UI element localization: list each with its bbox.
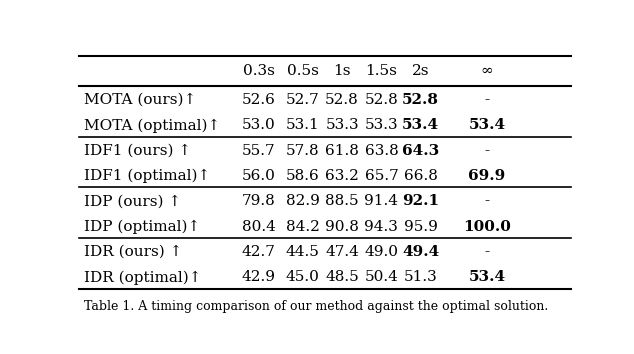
Text: 51.3: 51.3 bbox=[404, 270, 437, 285]
Text: 88.5: 88.5 bbox=[325, 194, 359, 209]
Text: ∞: ∞ bbox=[481, 64, 493, 78]
Text: -: - bbox=[484, 144, 489, 158]
Text: 56.0: 56.0 bbox=[242, 169, 276, 183]
Text: 0.3s: 0.3s bbox=[243, 64, 275, 78]
Text: 1s: 1s bbox=[333, 64, 351, 78]
Text: 69.9: 69.9 bbox=[469, 169, 506, 183]
Text: 100.0: 100.0 bbox=[463, 220, 511, 234]
Text: 48.5: 48.5 bbox=[325, 270, 359, 285]
Text: 52.8: 52.8 bbox=[402, 93, 439, 107]
Text: 90.8: 90.8 bbox=[325, 220, 359, 234]
Text: 84.2: 84.2 bbox=[286, 220, 320, 234]
Text: 66.8: 66.8 bbox=[404, 169, 437, 183]
Text: 52.8: 52.8 bbox=[365, 93, 398, 107]
Text: 92.1: 92.1 bbox=[402, 194, 439, 209]
Text: 63.8: 63.8 bbox=[365, 144, 398, 158]
Text: -: - bbox=[484, 194, 489, 209]
Text: 49.0: 49.0 bbox=[365, 245, 398, 259]
Text: 1.5s: 1.5s bbox=[365, 64, 398, 78]
Text: 47.4: 47.4 bbox=[325, 245, 359, 259]
Text: 65.7: 65.7 bbox=[365, 169, 398, 183]
Text: 53.1: 53.1 bbox=[286, 118, 320, 132]
Text: 52.8: 52.8 bbox=[325, 93, 359, 107]
Text: 45.0: 45.0 bbox=[286, 270, 320, 285]
Text: 58.6: 58.6 bbox=[286, 169, 320, 183]
Text: Table 1. A timing comparison of our method against the optimal solution.: Table 1. A timing comparison of our meth… bbox=[84, 300, 548, 313]
Text: 64.3: 64.3 bbox=[402, 144, 439, 158]
Text: -: - bbox=[484, 245, 489, 259]
Text: 80.4: 80.4 bbox=[242, 220, 276, 234]
Text: IDR (optimal)↑: IDR (optimal)↑ bbox=[84, 270, 202, 285]
Text: 53.4: 53.4 bbox=[402, 118, 439, 132]
Text: 49.4: 49.4 bbox=[402, 245, 439, 259]
Text: 57.8: 57.8 bbox=[286, 144, 320, 158]
Text: 53.3: 53.3 bbox=[325, 118, 359, 132]
Text: 95.9: 95.9 bbox=[404, 220, 437, 234]
Text: 50.4: 50.4 bbox=[365, 270, 398, 285]
Text: 52.6: 52.6 bbox=[242, 93, 276, 107]
Text: 94.3: 94.3 bbox=[365, 220, 398, 234]
Text: -: - bbox=[484, 93, 489, 107]
Text: 53.0: 53.0 bbox=[242, 118, 275, 132]
Text: 52.7: 52.7 bbox=[286, 93, 320, 107]
Text: 53.4: 53.4 bbox=[469, 118, 506, 132]
Text: 0.5s: 0.5s bbox=[287, 64, 319, 78]
Text: 2s: 2s bbox=[412, 64, 429, 78]
Text: 91.4: 91.4 bbox=[365, 194, 398, 209]
Text: IDF1 (ours) ↑: IDF1 (ours) ↑ bbox=[84, 144, 191, 158]
Text: IDP (optimal)↑: IDP (optimal)↑ bbox=[84, 219, 200, 234]
Text: IDF1 (optimal)↑: IDF1 (optimal)↑ bbox=[84, 169, 210, 183]
Text: 79.8: 79.8 bbox=[242, 194, 275, 209]
Text: 55.7: 55.7 bbox=[242, 144, 275, 158]
Text: 82.9: 82.9 bbox=[286, 194, 320, 209]
Text: 63.2: 63.2 bbox=[325, 169, 359, 183]
Text: 44.5: 44.5 bbox=[286, 245, 320, 259]
Text: 42.7: 42.7 bbox=[242, 245, 276, 259]
Text: 53.3: 53.3 bbox=[365, 118, 398, 132]
Text: IDR (ours) ↑: IDR (ours) ↑ bbox=[84, 245, 183, 259]
Text: IDP (ours) ↑: IDP (ours) ↑ bbox=[84, 194, 181, 209]
Text: 61.8: 61.8 bbox=[325, 144, 359, 158]
Text: 42.9: 42.9 bbox=[242, 270, 276, 285]
Text: MOTA (optimal)↑: MOTA (optimal)↑ bbox=[84, 118, 221, 133]
Text: 53.4: 53.4 bbox=[469, 270, 506, 285]
Text: MOTA (ours)↑: MOTA (ours)↑ bbox=[84, 93, 197, 107]
